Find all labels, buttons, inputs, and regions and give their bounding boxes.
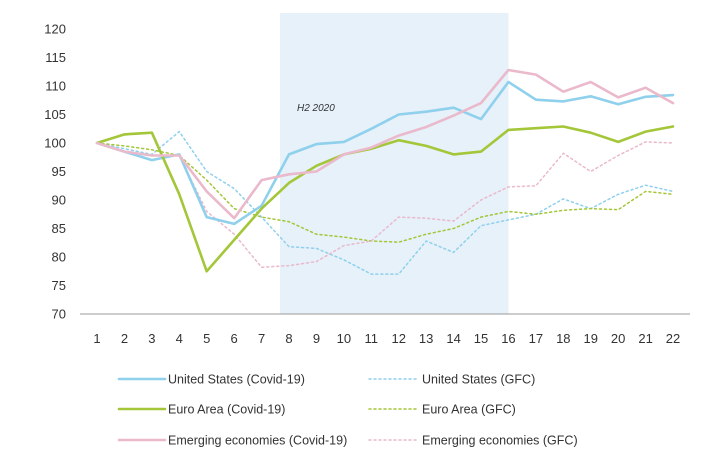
legend-label: Euro Area (Covid-19) xyxy=(168,403,285,417)
x-tick-label: 18 xyxy=(556,331,570,346)
band-annotation: H2 2020 xyxy=(297,103,335,114)
x-tick-label: 16 xyxy=(501,331,515,346)
y-tick-label: 120 xyxy=(44,22,66,37)
x-axis-tick-labels: 1 2 3 4 5 6 7 8 9 10 11 12 13 14 15 16 17 18 19 20 21 22 xyxy=(93,331,680,346)
x-tick-label: 10 xyxy=(337,331,351,346)
y-tick-label: 80 xyxy=(52,250,66,265)
x-tick-label: 17 xyxy=(529,331,543,346)
y-axis-tick-labels: 70 75 80 85 90 95 100 105 110 115 120 xyxy=(44,22,66,322)
x-tick-label: 13 xyxy=(419,331,433,346)
x-tick-label: 5 xyxy=(203,331,210,346)
x-tick-label: 4 xyxy=(176,331,183,346)
series-line-euro-area-gfc xyxy=(96,142,674,243)
y-tick-label: 75 xyxy=(52,278,66,293)
x-tick-label: 1 xyxy=(93,331,100,346)
series-line-united-states-covid-19 xyxy=(95,80,675,226)
y-tick-label: 70 xyxy=(52,307,66,322)
x-tick-label: 19 xyxy=(584,331,598,346)
series-line-emerging-economies-covid-19 xyxy=(95,68,675,220)
x-tick-label: 21 xyxy=(638,331,652,346)
legend: United States (Covid-19) United States (G… xyxy=(117,373,578,448)
series-line-euro-area-covid-19 xyxy=(95,125,675,273)
legend-label: Emerging economies (Covid-19) xyxy=(168,434,347,448)
x-tick-label: 14 xyxy=(446,331,460,346)
x-tick-label: 15 xyxy=(474,331,488,346)
x-tick-label: 7 xyxy=(258,331,265,346)
legend-label: United States (Covid-19) xyxy=(168,373,305,387)
legend-label: Emerging economies (GFC) xyxy=(422,434,578,448)
y-tick-label: 90 xyxy=(52,193,66,208)
y-tick-label: 105 xyxy=(44,107,66,122)
x-tick-label: 8 xyxy=(285,331,292,346)
legend-label: United States (GFC) xyxy=(422,373,535,387)
x-tick-label: 12 xyxy=(391,331,405,346)
y-tick-label: 110 xyxy=(45,79,66,94)
y-tick-label: 95 xyxy=(52,164,66,179)
x-tick-label: 11 xyxy=(365,331,379,346)
series-lines xyxy=(95,68,675,275)
x-tick-label: 20 xyxy=(611,331,625,346)
legend-label: Euro Area (GFC) xyxy=(422,403,516,417)
x-tick-label: 2 xyxy=(121,331,128,346)
series-line-united-states-gfc xyxy=(96,130,674,275)
x-tick-label: 3 xyxy=(148,331,155,346)
y-tick-label: 100 xyxy=(44,136,66,151)
y-tick-label: 85 xyxy=(52,221,66,236)
x-tick-label: 9 xyxy=(313,331,320,346)
x-tick-label: 22 xyxy=(666,331,680,346)
h2-2020-shaded-band xyxy=(280,13,509,314)
x-tick-label: 6 xyxy=(231,331,238,346)
y-tick-label: 115 xyxy=(45,50,66,65)
